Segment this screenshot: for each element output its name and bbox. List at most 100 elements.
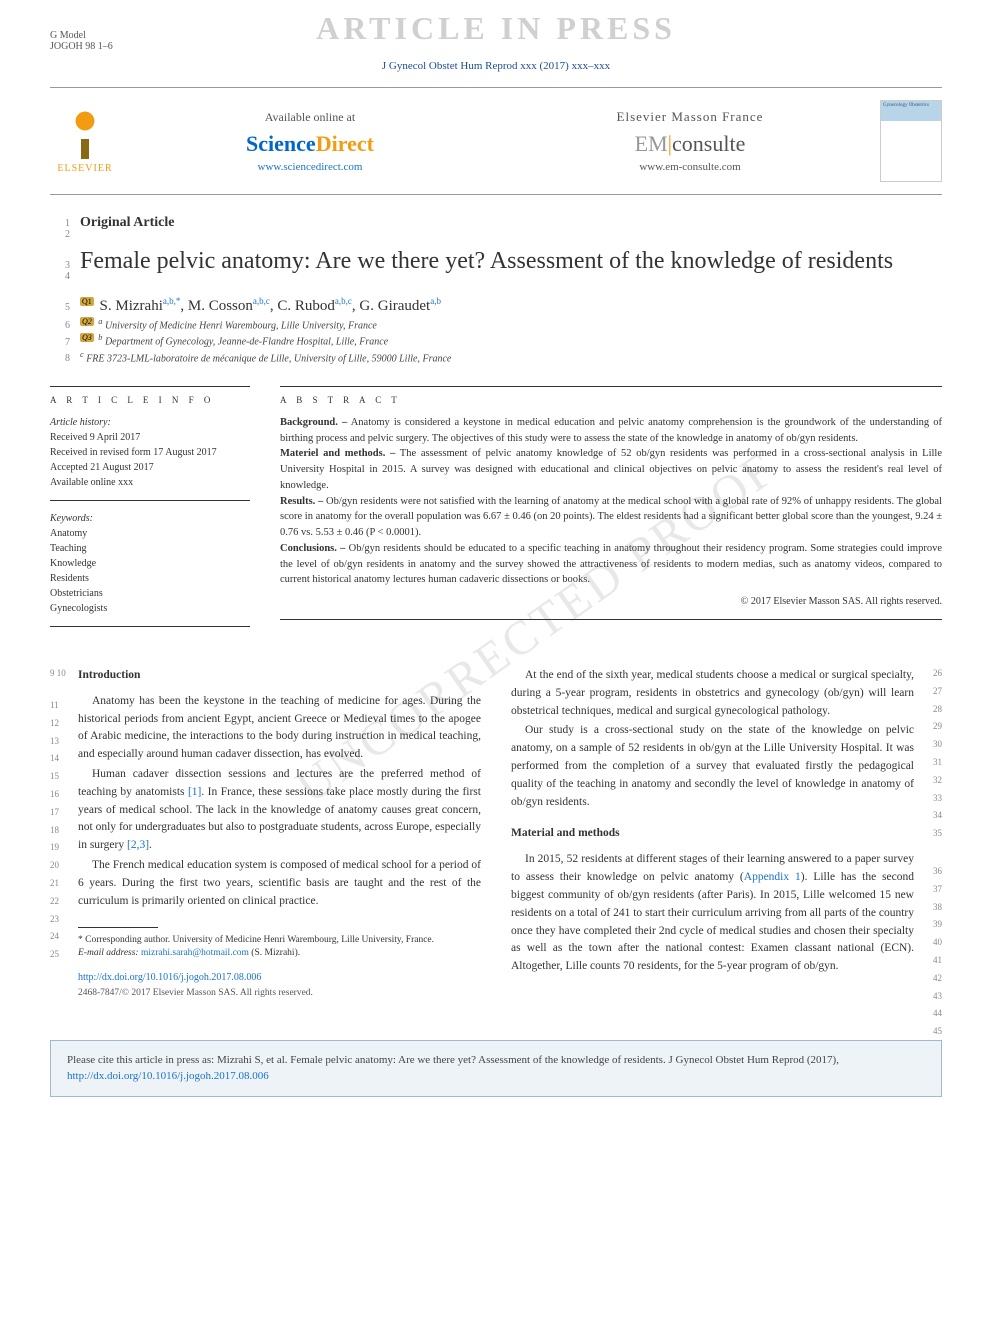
author-4-sup: a,b bbox=[430, 296, 441, 306]
intro-para-5: Our study is a cross-sectional study on … bbox=[511, 722, 914, 811]
author-1-sup: a,b,* bbox=[163, 296, 181, 306]
author-2-sup: a,b,c bbox=[253, 296, 270, 306]
line-number: 37 bbox=[933, 883, 942, 897]
keywords-label: Keywords: bbox=[50, 511, 250, 526]
footnote-separator bbox=[78, 927, 158, 928]
line-number: 1 2 bbox=[50, 218, 80, 240]
keyword: Obstetricians bbox=[50, 586, 250, 601]
keyword: Gynecologists bbox=[50, 601, 250, 616]
line-number: 23 bbox=[50, 913, 59, 927]
line-number: 41 bbox=[933, 954, 942, 968]
history-label: Article history: bbox=[50, 415, 250, 430]
abstract-mm-label: Materiel and methods. – bbox=[280, 448, 395, 459]
body-left-column: 9 10 Introduction 1112131415161718192021… bbox=[50, 667, 481, 1000]
consulte-text: consulte bbox=[672, 131, 745, 156]
article-history: Article history: Received 9 April 2017 R… bbox=[50, 415, 250, 501]
line-number: 38 bbox=[933, 901, 942, 915]
sciencedirect-logo[interactable]: ScienceDirect bbox=[120, 131, 500, 157]
line-number: 15 bbox=[50, 770, 59, 784]
line-number: 14 bbox=[50, 752, 59, 766]
line-number: 34 bbox=[933, 809, 942, 823]
publisher-header: ELSEVIER Available online at ScienceDire… bbox=[50, 87, 942, 195]
email-label: E-mail address: bbox=[78, 948, 139, 958]
line-number: 34 bbox=[50, 260, 80, 282]
ref-link-23[interactable]: [2,3] bbox=[127, 839, 149, 851]
affiliation-a: Q2 a University of Medicine Henri Waremb… bbox=[80, 317, 377, 331]
line-number: 22 bbox=[50, 895, 59, 909]
line-number: 19 bbox=[50, 841, 59, 855]
line-number: 6 bbox=[50, 320, 80, 331]
line-number: 12 bbox=[50, 717, 59, 731]
line-number: 7 bbox=[50, 337, 80, 348]
line-number: 29 bbox=[933, 720, 942, 734]
sd-science: Science bbox=[246, 131, 316, 156]
journal-reference: J Gynecol Obstet Hum Reprod xxx (2017) x… bbox=[50, 60, 942, 72]
keyword: Teaching bbox=[50, 541, 250, 556]
sciencedirect-block: Available online at ScienceDirect www.sc… bbox=[120, 110, 500, 173]
emconsulte-block: Elsevier Masson France EM|consulte www.e… bbox=[500, 109, 880, 173]
journal-cover-thumbnail[interactable]: Gynecology Obstetrics bbox=[880, 100, 942, 182]
article-info-column: A R T I C L E I N F O Article history: R… bbox=[50, 386, 250, 637]
doi-link[interactable]: http://dx.doi.org/10.1016/j.jogoh.2017.0… bbox=[78, 970, 481, 986]
author-2: M. Cosson bbox=[188, 298, 253, 314]
email-link[interactable]: mizrahi.sarah@hotmail.com bbox=[141, 948, 249, 958]
intro-para-3: The French medical education system is c… bbox=[78, 857, 481, 910]
line-number: 45 bbox=[933, 1025, 942, 1039]
line-number: 36 bbox=[933, 865, 942, 879]
article-type: Original Article bbox=[80, 215, 174, 231]
line-number: 42 bbox=[933, 972, 942, 986]
affiliation-b: Q3 b Department of Gynecology, Jeanne-de… bbox=[80, 333, 388, 347]
abstract-text: Background. – Anatomy is considered a ke… bbox=[280, 415, 942, 620]
appendix-link[interactable]: Appendix 1 bbox=[744, 871, 801, 883]
q1-badge: Q1 bbox=[80, 297, 94, 306]
abstract-res: Ob/gyn residents were not satisfied with… bbox=[280, 496, 942, 539]
sd-direct: Direct bbox=[316, 131, 374, 156]
keywords-block: Keywords: Anatomy Teaching Knowledge Res… bbox=[50, 511, 250, 627]
emconsulte-logo[interactable]: EM|consulte bbox=[500, 131, 880, 157]
cite-doi-link[interactable]: http://dx.doi.org/10.1016/j.jogoh.2017.0… bbox=[67, 1070, 269, 1082]
line-number: 25 bbox=[50, 948, 59, 962]
available-online-text: Available online at bbox=[120, 110, 500, 125]
line-number: 5 bbox=[50, 302, 80, 313]
q3-badge: Q3 bbox=[80, 333, 94, 342]
history-accepted: Accepted 21 August 2017 bbox=[50, 460, 250, 475]
author-1: S. Mizrahi bbox=[100, 298, 163, 314]
affiliation-c: c FRE 3723-LML-laboratoire de mécanique … bbox=[80, 350, 451, 364]
elsevier-logo[interactable]: ELSEVIER bbox=[50, 109, 120, 174]
corresponding-author-footnote: * Corresponding author. University of Me… bbox=[78, 934, 481, 947]
history-online: Available online xxx bbox=[50, 475, 250, 490]
history-revised: Received in revised form 17 August 2017 bbox=[50, 445, 250, 460]
line-number: 13 bbox=[50, 735, 59, 749]
line-number: 28 bbox=[933, 703, 942, 717]
issn-copyright: 2468-7847/© 2017 Elsevier Masson SAS. Al… bbox=[78, 986, 481, 1001]
emconsulte-url[interactable]: www.em-consulte.com bbox=[500, 161, 880, 173]
abstract-bg-label: Background. – bbox=[280, 417, 347, 428]
introduction-heading: Introduction bbox=[78, 667, 481, 685]
ref-link-1[interactable]: [1] bbox=[188, 786, 201, 798]
line-number: 21 bbox=[50, 877, 59, 891]
line-number: 33 bbox=[933, 792, 942, 806]
citation-box: Please cite this article in press as: Mi… bbox=[50, 1040, 942, 1097]
author-3-sup: a,b,c bbox=[335, 296, 352, 306]
body-right-column: 2627282930313233343536373839404142434445… bbox=[511, 667, 942, 1000]
line-number: 8 bbox=[50, 353, 80, 364]
sciencedirect-url[interactable]: www.sciencedirect.com bbox=[120, 161, 500, 173]
abstract-con: Ob/gyn residents should be educated to a… bbox=[280, 543, 942, 586]
author-4: G. Giraudet bbox=[359, 298, 430, 314]
line-number: 16 bbox=[50, 788, 59, 802]
article-info-heading: A R T I C L E I N F O bbox=[50, 386, 250, 405]
line-number: 44 bbox=[933, 1007, 942, 1021]
elsevier-masson-france: Elsevier Masson France bbox=[500, 109, 880, 125]
line-number: 18 bbox=[50, 824, 59, 838]
line-number: 43 bbox=[933, 990, 942, 1004]
abstract-column: A B S T R A C T Background. – Anatomy is… bbox=[280, 386, 942, 637]
abstract-copyright: © 2017 Elsevier Masson SAS. All rights r… bbox=[280, 594, 942, 609]
intro-para-1: Anatomy has been the keystone in the tea… bbox=[78, 693, 481, 764]
line-number: 24 bbox=[50, 930, 59, 944]
elsevier-tree-icon bbox=[60, 109, 110, 159]
abstract-heading: A B S T R A C T bbox=[280, 386, 942, 405]
line-number: 30 bbox=[933, 738, 942, 752]
keyword: Anatomy bbox=[50, 526, 250, 541]
intro-para-2: Human cadaver dissection sessions and le… bbox=[78, 766, 481, 855]
line-number: 9 10 bbox=[50, 667, 66, 681]
